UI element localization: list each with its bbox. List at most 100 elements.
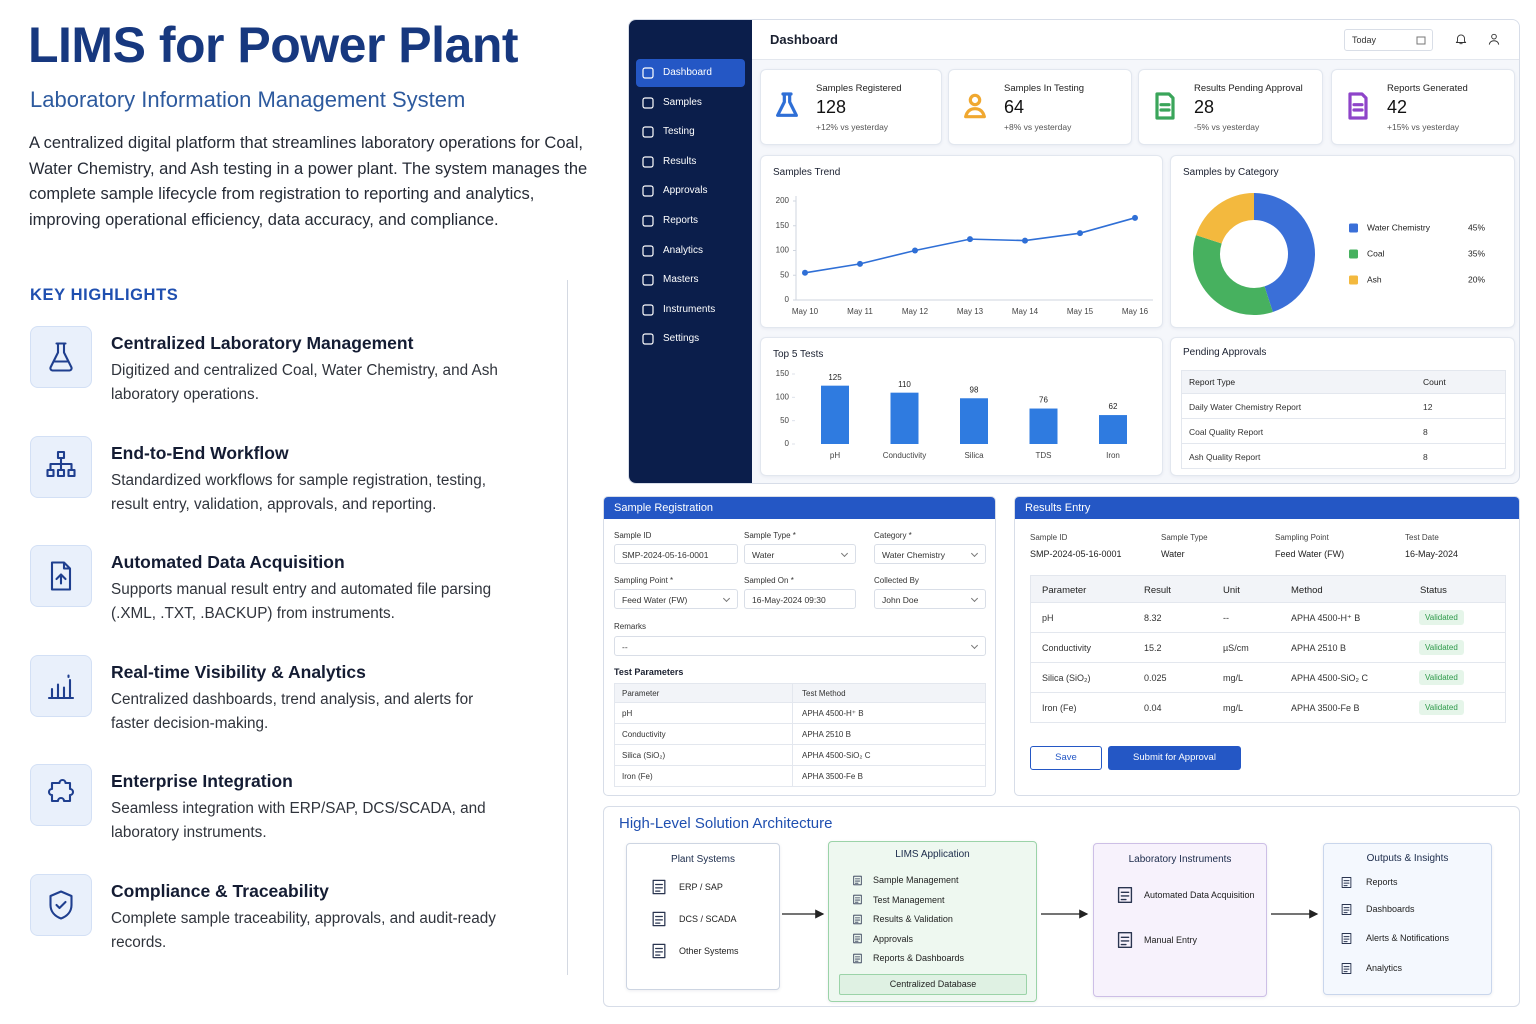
sidebar-item[interactable]: Instruments: [636, 296, 745, 324]
table-cell: Daily Water Chemistry Report: [1189, 402, 1302, 412]
legend-swatch: [1349, 275, 1358, 285]
date-filter[interactable]: Today: [1344, 29, 1433, 51]
architecture-block: Plant Systems ERP / SAP DCS / SCADA Other S…: [626, 843, 780, 990]
icon-path: [50, 561, 72, 591]
legend-value: 35%: [1468, 248, 1485, 258]
x-tick-label: pH: [830, 451, 840, 460]
sidebar-label: Results: [663, 155, 697, 167]
icon-path: [47, 674, 75, 699]
donut-segment: [1195, 193, 1254, 244]
table-row: [1030, 633, 1506, 663]
table-row: [1030, 663, 1506, 693]
y-tick-label: 150: [776, 369, 790, 378]
table-header: [1181, 370, 1506, 394]
table-cell: 8: [1423, 427, 1428, 437]
kpi-card: Samples Registered 128 +12% vs yesterday: [760, 69, 942, 145]
sidebar-item[interactable]: Results: [636, 148, 745, 176]
x-tick-label: Iron: [1106, 451, 1120, 460]
sidebar-item[interactable]: Masters: [636, 266, 745, 294]
sidebar-label: Approvals: [663, 185, 708, 197]
button[interactable]: Save: [1030, 746, 1102, 770]
table-cell: mg/L: [1223, 673, 1244, 683]
table-row: [614, 745, 986, 766]
icon-path: [776, 92, 798, 117]
block-item: Other Systems: [679, 946, 739, 956]
block-item: Manual Entry: [1144, 935, 1198, 945]
sidebar-label: Samples: [663, 96, 702, 108]
field-input[interactable]: --: [614, 636, 986, 656]
donut-segment: [1254, 193, 1315, 313]
icon: [1341, 932, 1352, 944]
highlight-title: Automated Data Acquisition: [111, 552, 345, 573]
table-cell: APHA 2510 B: [802, 730, 851, 739]
sidebar-item[interactable]: Analytics: [636, 237, 745, 265]
button[interactable]: Submit for Approval: [1108, 746, 1241, 770]
icon-path: [853, 894, 862, 905]
block-title: Plant Systems: [671, 854, 735, 865]
field-input[interactable]: SMP-2024-05-16-0001: [614, 544, 738, 564]
field-input[interactable]: 16-May-2024 09:30: [744, 589, 856, 609]
icon: [652, 879, 666, 895]
x-tick-label: May 13: [957, 307, 984, 316]
field-input[interactable]: Water: [744, 544, 856, 564]
sidebar-item[interactable]: Reports: [636, 207, 745, 235]
sidebar-item[interactable]: Dashboard: [636, 59, 745, 87]
table-cell: Silica (SiO₂): [622, 751, 666, 760]
icon: [642, 244, 654, 257]
icon: [642, 96, 654, 109]
sidebar-label: Masters: [663, 274, 699, 286]
field-input[interactable]: Feed Water (FW): [614, 589, 738, 609]
block-title: LIMS Application: [895, 849, 970, 860]
chart-card: Top 5 Tests 0 50 100 150 125 pH 110 Conductivity…: [760, 337, 1163, 476]
icon: [642, 304, 654, 316]
icon-path: [1117, 886, 1133, 904]
card-title: Pending Approvals: [1183, 347, 1267, 358]
highlight-icon: [30, 654, 92, 717]
icon-path: [964, 93, 986, 119]
data-point: [1077, 230, 1083, 237]
architecture-block: LIMS Application Sample Management Test Ma…: [828, 841, 1037, 1002]
icon-shape: [1416, 36, 1426, 45]
architecture-block: Laboratory Instruments Automated Data Acq…: [1093, 843, 1267, 997]
field-input[interactable]: Water Chemistry: [874, 544, 986, 564]
panel-header: [1015, 497, 1519, 519]
column-header: Result: [1144, 585, 1171, 596]
icon: [1155, 92, 1175, 120]
highlight-text: Standardized workflows for sample regist…: [111, 471, 486, 513]
sidebar-label: Instruments: [663, 303, 716, 315]
table-cell: 12: [1423, 402, 1433, 412]
column-header: Status: [1420, 585, 1447, 596]
icon-shape: [642, 215, 654, 227]
icon: [1488, 33, 1500, 45]
sidebar-item[interactable]: Samples: [636, 89, 745, 117]
divider: [567, 280, 568, 975]
block-item: DCS / SCADA: [679, 914, 737, 924]
table-cell: Coal Quality Report: [1189, 427, 1264, 437]
sidebar-item[interactable]: Settings: [636, 325, 745, 353]
highlight-icon: [30, 874, 92, 936]
table-cell: 8.32: [1144, 613, 1162, 623]
table-row: [614, 724, 986, 745]
icon: [1348, 92, 1368, 120]
icon-path: [1341, 962, 1352, 974]
column-header: Unit: [1223, 585, 1240, 596]
block-item: Test Management: [873, 894, 945, 905]
sidebar-item[interactable]: Testing: [636, 118, 745, 146]
table-cell: Iron (Fe): [622, 772, 653, 781]
y-tick-label: 200: [776, 196, 790, 205]
chart: 0 50 100 150 200 May 10 May 11 May 12 May 13 May …: [776, 196, 1153, 316]
bar: [1099, 415, 1127, 444]
highlight-title: Real-time Visibility & Analytics: [111, 661, 366, 682]
icon: [49, 890, 73, 920]
y-tick-label: 150: [776, 221, 790, 230]
icon: [642, 156, 654, 168]
kpi-label: Reports Generated: [1387, 83, 1468, 94]
highlight-text: Supports manual result entry and automat…: [111, 581, 492, 623]
field-input[interactable]: John Doe: [874, 589, 986, 609]
icon-path: [652, 943, 666, 959]
table-cell: --: [1223, 613, 1229, 623]
icon: [853, 953, 862, 963]
sidebar-item[interactable]: Approvals: [636, 177, 745, 205]
highlight-icon: [30, 326, 92, 388]
